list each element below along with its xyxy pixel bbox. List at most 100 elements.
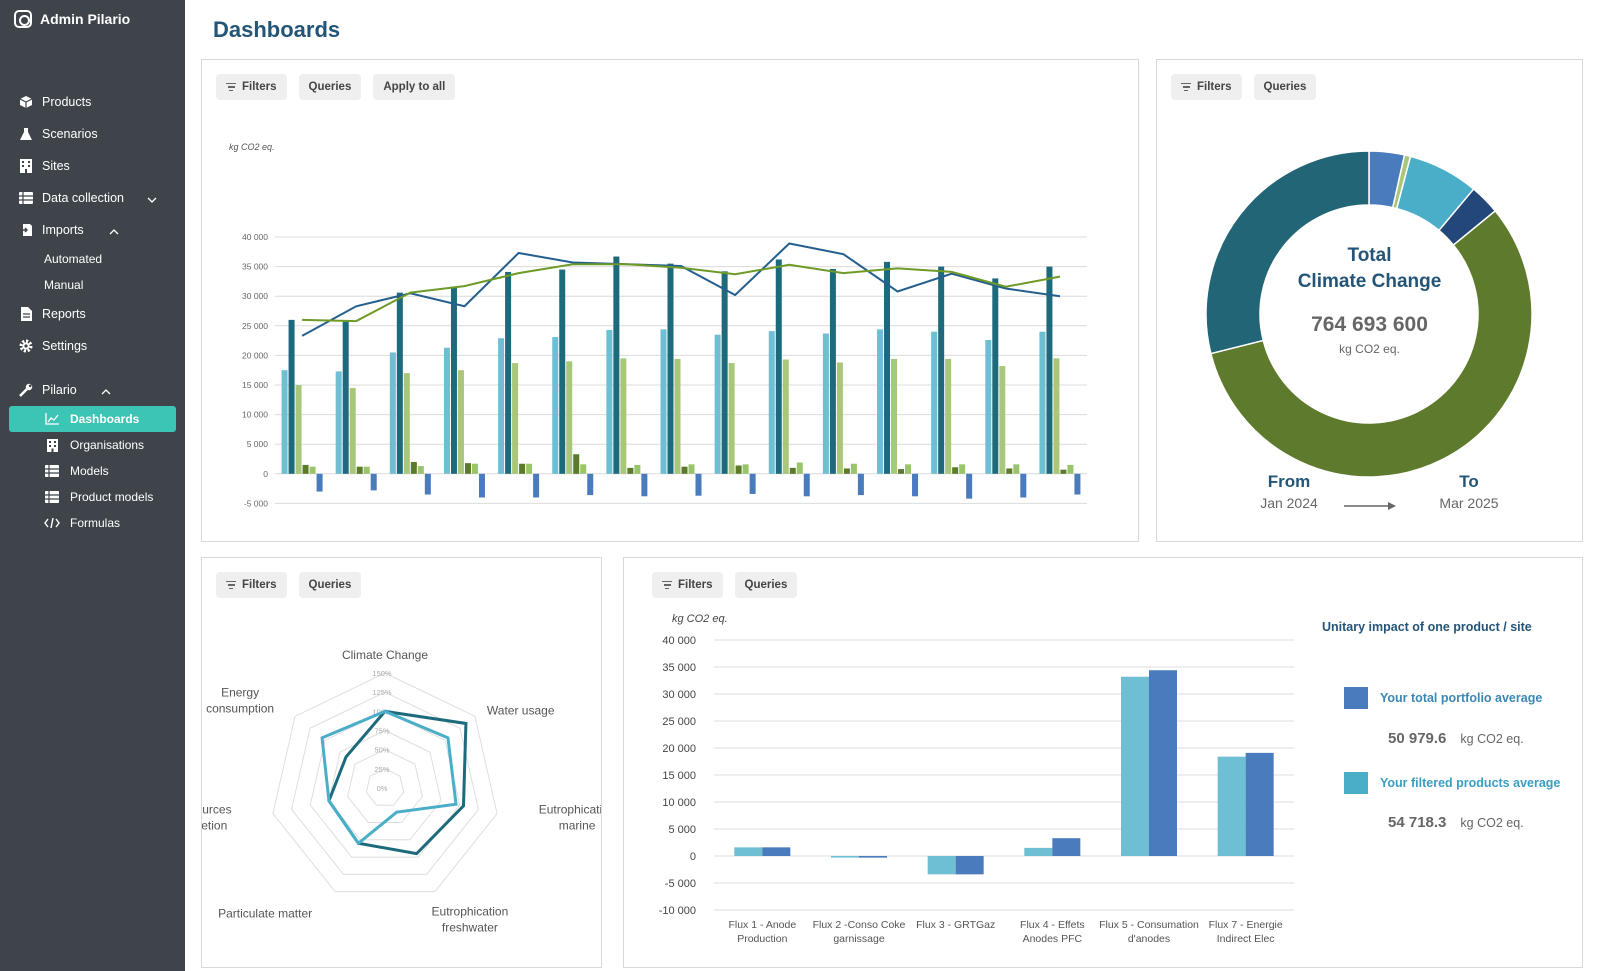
queries-button[interactable]: Queries	[1253, 74, 1317, 100]
radar-axis-label: Water usage	[487, 703, 555, 717]
bar	[363, 466, 370, 474]
sidebar-item-label: Products	[42, 95, 92, 109]
y-tick-label: -10 000	[659, 905, 696, 917]
apply-to-all-button[interactable]: Apply to all	[373, 74, 456, 100]
pilario-logo-icon	[14, 10, 32, 28]
sidebar-item-label: Product models	[70, 490, 154, 504]
queries-label: Queries	[744, 579, 788, 591]
bar	[627, 467, 634, 474]
legend-swatch	[1344, 687, 1368, 709]
queries-button[interactable]: Queries	[298, 74, 362, 100]
sidebar-item-pilario[interactable]: Pilario	[0, 374, 185, 406]
sidebar-item-dashboards[interactable]: Dashboards	[9, 406, 176, 432]
legend-portfolio: Your total portfolio average	[1344, 687, 1542, 709]
sidebar-item-products[interactable]: Products	[0, 86, 185, 118]
queries-button[interactable]: Queries	[298, 572, 362, 598]
sidebar-item-organisations[interactable]: Organisations	[0, 432, 185, 458]
import-icon	[18, 222, 34, 238]
to-value: Mar 2025	[1439, 495, 1499, 511]
bar	[762, 847, 791, 856]
bar	[884, 261, 891, 474]
y-axis-label: kg CO2 eq.	[229, 142, 275, 152]
radar-axis-label: Particulate matter	[218, 907, 312, 921]
sidebar-item-label: Imports	[42, 223, 84, 237]
bar	[1217, 756, 1246, 856]
bar	[952, 467, 959, 474]
donut-title: Total Climate Change	[1207, 243, 1532, 295]
panel-toolbar: Filters Queries	[216, 572, 362, 598]
bar	[443, 347, 450, 474]
donut-total-unit: kg CO2 eq.	[1339, 342, 1400, 356]
y-tick-label: 25 000	[662, 716, 696, 728]
series-line	[302, 263, 1061, 323]
bar	[803, 473, 810, 497]
sidebar-item-formulas[interactable]: Formulas	[0, 510, 185, 536]
sidebar-item-sites[interactable]: Sites	[0, 150, 185, 182]
sidebar-item-scenarios[interactable]: Scenarios	[0, 118, 185, 150]
queries-button[interactable]: Queries	[734, 572, 798, 598]
y-tick-label: 10 000	[662, 797, 696, 809]
sidebar-item-settings[interactable]: Settings	[0, 330, 185, 362]
bar	[714, 334, 721, 474]
donut-slice	[1209, 209, 1533, 478]
bar	[877, 329, 884, 474]
bar	[898, 469, 905, 474]
y-tick-label: 20 000	[662, 743, 696, 755]
filters-button[interactable]: Filters	[216, 572, 287, 598]
bar	[349, 387, 356, 474]
building-icon	[44, 438, 60, 452]
unitary-title: Unitary impact of one product / site	[1322, 620, 1532, 634]
sidebar-item-models[interactable]: Models	[0, 458, 185, 484]
sidebar-item-imports[interactable]: Imports	[0, 214, 185, 246]
bar	[464, 463, 471, 474]
bar	[749, 473, 756, 494]
bar	[505, 271, 512, 474]
chevron-up-icon[interactable]	[101, 384, 111, 398]
brand[interactable]: Admin Pilario	[14, 10, 130, 28]
bar	[410, 461, 417, 474]
to-label: To	[1459, 472, 1479, 491]
bar	[931, 331, 938, 474]
bar	[1024, 847, 1053, 856]
panel-toolbar: Filters Queries	[1171, 74, 1317, 100]
monthly-impact-panel: Filters Queries Apply to all kg CO2 eq. 4…	[201, 59, 1139, 542]
sidebar-item-automated[interactable]: Automated	[0, 246, 185, 272]
table-icon	[44, 490, 60, 504]
filter-icon	[226, 82, 236, 92]
radar-tick-label: 125%	[372, 688, 392, 697]
y-tick-label: 40 000	[242, 232, 268, 242]
bar	[396, 292, 403, 474]
bar	[789, 467, 796, 474]
sidebar-item-manual[interactable]: Manual	[0, 272, 185, 298]
bar	[695, 473, 702, 496]
filters-button[interactable]: Filters	[652, 572, 723, 598]
bar	[471, 463, 478, 474]
sidebar-item-reports[interactable]: Reports	[0, 298, 185, 330]
chevron-down-icon[interactable]	[147, 192, 157, 206]
sidebar-item-label: Automated	[44, 252, 103, 266]
sidebar-item-data-collection[interactable]: Data collection	[0, 182, 185, 214]
climate-change-donut	[1205, 150, 1533, 478]
bar	[389, 352, 396, 474]
donut-title-line1: Total	[1347, 245, 1392, 266]
filters-button[interactable]: Filters	[1171, 74, 1242, 100]
bar	[859, 856, 887, 858]
sidebar-item-product-models[interactable]: Product models	[0, 484, 185, 510]
bar	[370, 473, 377, 491]
bar	[417, 466, 424, 474]
radar-series	[320, 709, 458, 846]
bar	[634, 464, 641, 474]
chevron-up-icon[interactable]	[109, 224, 119, 238]
y-tick-label: 40 000	[662, 635, 696, 647]
filters-button[interactable]: Filters	[216, 74, 287, 100]
bar	[796, 462, 803, 474]
radar-axis-label: Climate Change	[342, 648, 428, 662]
total-climate-change-panel: Filters Queries Total Climate Change 764…	[1156, 59, 1583, 542]
bar	[559, 269, 566, 474]
line-chart-icon	[44, 412, 60, 426]
panel-toolbar: Filters Queries	[652, 572, 798, 598]
bar	[1149, 670, 1177, 856]
radar-tick-label: 150%	[372, 669, 392, 678]
bar	[335, 371, 342, 474]
bar	[768, 331, 775, 474]
